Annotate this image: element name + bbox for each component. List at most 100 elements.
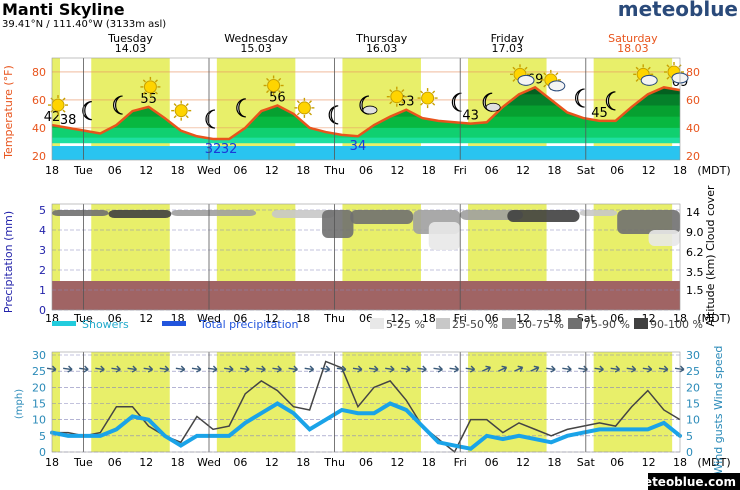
cloud-legend-swatch [370,318,384,329]
wind-tick-label: 15 [686,398,700,411]
wind-direction-arrow [111,365,121,373]
time-tick-label: Tue [73,164,93,177]
wind-panel: 0 0 5 5 10 10 15 15 20 20 25 25 30 30 [32,349,700,459]
sun-ray [666,76,670,80]
time-tick-label: 12 [139,312,153,325]
time-tick-label: 18 [673,456,687,469]
time-tick-label: 06 [108,312,122,325]
arrow-head [324,365,331,373]
time-tick-label: Thu [323,456,345,469]
wind-tick-label: 0 [686,446,693,459]
wind-direction-arrow [626,365,637,373]
arrow-shaft [546,367,556,371]
time-tick-label: 18 [296,456,310,469]
arrow-shaft [433,367,443,371]
temp-tick-label: 40 [686,122,700,135]
sun-ray [635,66,639,70]
time-tick-label: 18 [673,164,687,177]
wind-tick-label: 0 [39,446,46,459]
moon-icon [205,109,216,129]
arrow-head [99,365,105,373]
sun-disc [390,90,404,104]
time-tick-label: 12 [516,312,530,325]
time-tick-label: 06 [108,164,122,177]
cloud-area [171,210,257,216]
time-tick-label: Wed [197,456,221,469]
temp-value-label: 43 [462,109,479,124]
arrow-shaft [481,366,491,372]
cloud-area [428,222,461,250]
cloud-area [350,210,414,224]
arrow-head [260,365,266,373]
wind-direction-arrow [240,365,250,373]
wind-direction-arrow [224,365,234,373]
time-tick-label: 06 [233,312,247,325]
arrow-shaft [207,367,218,371]
arrow-head [663,365,669,373]
temp-tick-label: 80 [32,66,46,79]
wind-tick-label: 25 [686,365,700,378]
time-tick-label: Thu [323,312,345,325]
day-date: 17.03 [492,42,524,55]
time-tick-label: 18 [422,456,436,469]
sun-ray [666,64,670,68]
arrow-shaft [288,367,298,371]
precip-tick-label: 3 [39,244,46,257]
time-tick-label: 18 [422,164,436,177]
cloud-legend-label: 90-100 % [650,318,703,331]
wind-tick-label: 30 [32,349,46,362]
precipitation-panel: 0 1 2 3 4 5 1.5 3.5 6.2 9.0 14 [39,204,704,317]
sun-ray [401,101,405,105]
wind-direction-arrow [352,365,363,373]
temp-tick-label: 40 [32,122,46,135]
arrow-head [244,365,250,373]
arrow-head [421,365,427,373]
time-tick-label: 06 [108,456,122,469]
arrow-shaft [610,367,620,371]
arrow-head [163,365,170,373]
time-tick-label: 18 [45,456,59,469]
precip-tick-label: 4 [39,224,46,237]
sun-ray [173,115,177,119]
moon-shape [451,92,462,112]
wind-direction-arrow [159,365,170,373]
altitude-tick-label: 3.5 [686,266,704,279]
arrow-head [196,365,202,373]
precip-tick-label: 1 [39,284,46,297]
arrow-head [598,365,604,373]
sun-disc [174,104,188,118]
arrow-shaft [159,367,169,371]
sun-icon [294,97,315,118]
arrow-head [566,365,572,373]
arrow-shaft [514,366,523,372]
sun-ray [308,100,312,104]
cloud-area [617,210,680,234]
time-tick-label: 06 [610,164,624,177]
footer-badge [648,473,740,490]
temp-value-label: 38 [60,113,77,128]
time-tick-label: 06 [233,456,247,469]
wind-tick-label: 30 [686,349,700,362]
panel-border [51,203,681,311]
wind-gust-line [52,360,681,454]
wind-direction-arrow [562,365,572,373]
time-tick-label: 12 [516,164,530,177]
wind-tick-label: 10 [686,414,700,427]
wind-tick-label: 5 [39,430,46,443]
wind-tick-label: 20 [32,381,46,394]
sun-icon [140,76,161,97]
arrow-head [550,365,556,373]
precipitation-axis-label: Precipitation (mm) [2,211,15,313]
sun-ray [420,90,424,94]
arrow-head [131,365,137,373]
time-unit-label: (MDT) [697,312,730,325]
wind-direction-arrow [95,365,105,373]
wind-direction-arrow [433,365,443,373]
sun-ray [185,115,189,119]
wind-unit-label: (mph) [14,389,25,419]
panel-border [51,351,681,453]
cloud-legend-swatch [634,318,648,329]
time-tick-label: 18 [171,164,185,177]
wind-direction-arrow [191,365,202,373]
time-tick-label: 18 [547,312,561,325]
